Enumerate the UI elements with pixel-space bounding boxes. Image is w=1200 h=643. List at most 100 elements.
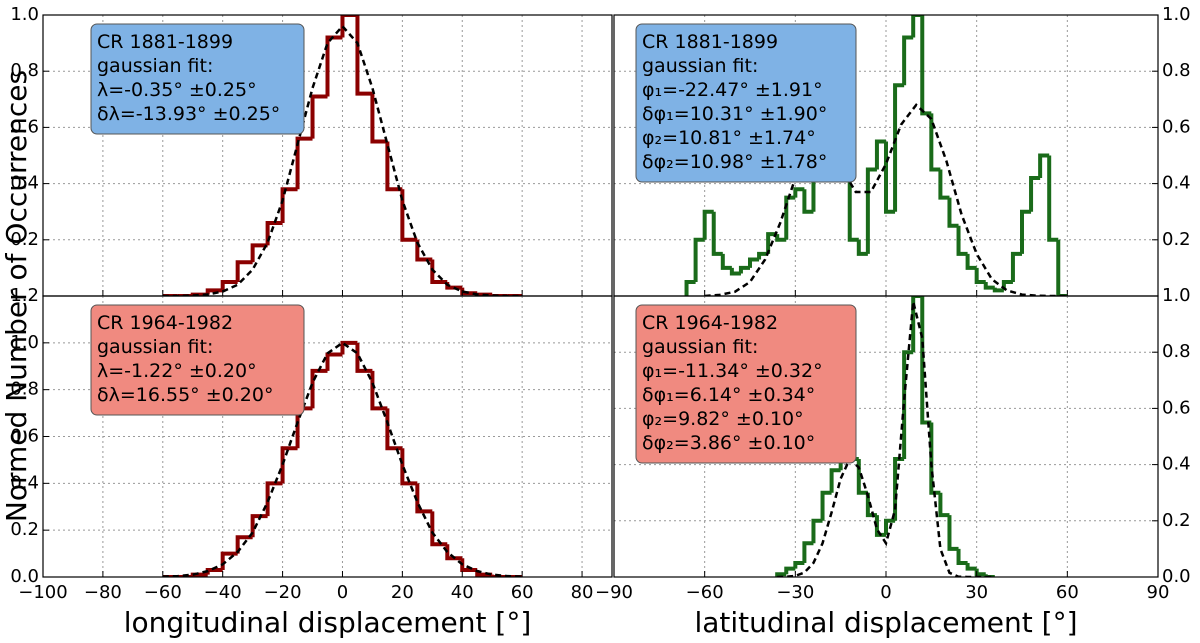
- annotation-text: gaussian fit:: [642, 336, 758, 358]
- x-tick-label: −80: [84, 582, 122, 603]
- annotation-text: δλ=-13.93° ±0.25°: [97, 103, 280, 125]
- hist-bin: [902, 35, 914, 86]
- hist-bin: [205, 567, 223, 575]
- hist-bin: [820, 490, 832, 521]
- hist-bin: [340, 15, 358, 38]
- y-tick-label: 0.8: [10, 379, 39, 400]
- hist-bin: [784, 195, 796, 240]
- y-tick-label: 0.4: [10, 173, 39, 194]
- y-tick-label: 1.0: [10, 332, 39, 353]
- hist-bin: [295, 136, 313, 190]
- annotation-text: gaussian fit:: [642, 55, 758, 77]
- x-tick-label: 80: [571, 582, 594, 603]
- hist-bin: [829, 468, 841, 493]
- hist-bin: [1056, 239, 1068, 296]
- hist-bin: [929, 113, 941, 172]
- hist-bin: [757, 251, 769, 260]
- x-tick-label: 60: [1056, 582, 1079, 603]
- annotation-text: φ₂=10.81° ±1.74°: [642, 127, 816, 149]
- hist-bin: [720, 253, 732, 270]
- y-tick-label: 1.2: [10, 285, 39, 306]
- annotation-text: gaussian fit:: [97, 55, 213, 77]
- y-axis-label: Normed Number of Occurrences: [0, 70, 33, 522]
- hist-bin: [893, 83, 905, 212]
- hist-bin: [340, 340, 358, 355]
- annotation-box: [90, 23, 305, 135]
- x-tick-label: 20: [391, 582, 414, 603]
- hist-bin: [802, 189, 814, 214]
- x-tick-label: 0: [337, 582, 348, 603]
- hist-bin: [929, 422, 941, 495]
- hist-bin: [265, 220, 283, 246]
- x-tick-label: −60: [144, 582, 182, 603]
- x-tick-label: −100: [18, 582, 67, 603]
- hist-bin: [490, 294, 508, 296]
- hist-bin: [992, 287, 1004, 293]
- hist-bin: [793, 187, 805, 198]
- y-tick-label: 0.0: [1162, 566, 1191, 587]
- hist-bin: [947, 515, 959, 551]
- hist-bin: [430, 259, 448, 284]
- y-tick-label: 0.4: [1162, 173, 1191, 194]
- hist-bin: [911, 296, 923, 353]
- x-tick-label: −30: [776, 582, 814, 603]
- hist-bin: [250, 514, 268, 538]
- hist-bin: [983, 574, 995, 577]
- hist-bin: [250, 243, 268, 263]
- hist-bin: [400, 448, 418, 486]
- hist-bin: [711, 211, 723, 256]
- y-tick-label: 0.6: [1162, 397, 1191, 418]
- hist-bin: [802, 541, 814, 563]
- x-tick-label: −20: [264, 582, 302, 603]
- y-tick-label: 0.6: [10, 116, 39, 137]
- y-tick-label: 0.2: [10, 519, 39, 540]
- x-tick-label: −90: [595, 582, 633, 603]
- annotation-text: CR 1964-1982: [642, 312, 778, 334]
- hist-bin: [874, 139, 886, 170]
- y-tick-label: 0.2: [1162, 510, 1191, 531]
- hist-bin: [974, 568, 986, 577]
- y-tick-label: 0.2: [1162, 229, 1191, 250]
- hist-bin: [938, 492, 950, 518]
- x-tick-label: −60: [686, 582, 724, 603]
- hist-bin: [415, 239, 433, 262]
- hist-bin: [738, 265, 750, 274]
- x-axis-label: longitudinal displacement [°]: [124, 606, 532, 639]
- hist-bin: [911, 15, 923, 38]
- x-tick-label: 30: [965, 582, 988, 603]
- y-tick-label: 0.2: [10, 229, 39, 250]
- hist-bin: [1038, 153, 1050, 178]
- annotation-text: δφ₂=3.86° ±0.10°: [642, 432, 815, 454]
- hist-bin: [1047, 155, 1059, 242]
- annotation-text: δφ₁=6.14° ±0.34°: [642, 384, 815, 406]
- y-tick-label: 0.8: [1162, 60, 1191, 81]
- hist-bin: [956, 225, 968, 256]
- hist-bin: [385, 141, 403, 192]
- hist-bin: [793, 560, 805, 569]
- x-tick-label: 90: [1147, 582, 1170, 603]
- annotation-text: CR 1964-1982: [97, 312, 233, 334]
- hist-bin: [902, 350, 914, 459]
- hist-bin: [1010, 251, 1022, 282]
- hist-bin: [947, 197, 959, 228]
- hist-bin: [965, 562, 977, 571]
- annotation-text: gaussian fit:: [97, 336, 213, 358]
- y-tick-label: 0.6: [10, 426, 39, 447]
- hist-bin: [865, 167, 877, 254]
- hist-bin: [956, 548, 968, 565]
- hist-bin: [220, 279, 238, 291]
- hist-bin: [775, 234, 787, 242]
- hist-bin: [766, 232, 778, 254]
- hist-bin: [325, 35, 343, 97]
- hist-bin: [445, 544, 463, 561]
- axes-frame: [42, 295, 613, 578]
- annotation-text: λ=-0.35° ±0.25°: [97, 79, 257, 101]
- annotation-box: [635, 23, 857, 183]
- panel: [43, 15, 612, 296]
- x-tick-label: 40: [451, 582, 474, 603]
- y-tick-label: 0.8: [10, 60, 39, 81]
- annotation-text: CR 1881-1899: [642, 31, 778, 53]
- hist-bin: [893, 456, 905, 521]
- y-tick-label: 1.0: [10, 4, 39, 25]
- hist-bin: [884, 518, 896, 535]
